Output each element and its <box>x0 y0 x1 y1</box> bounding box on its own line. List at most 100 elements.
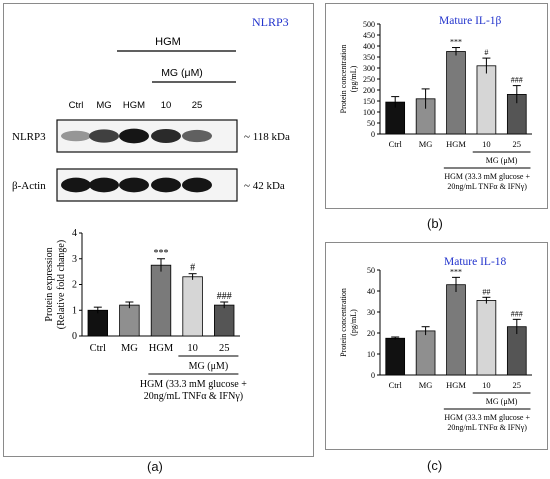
y-tick-label: 30 <box>367 308 375 317</box>
panel-a-caption: (a) <box>147 459 163 474</box>
y-tick-label: 450 <box>363 31 375 40</box>
bar <box>446 51 466 135</box>
hgm-footnote: HGM (33.3 mM glucose + <box>444 413 530 422</box>
mg-header: MG (μM) <box>161 67 203 79</box>
y-tick-label: 3 <box>72 254 77 265</box>
bar <box>385 337 406 376</box>
y-tick-label: 100 <box>363 108 375 117</box>
x-tick-label: Ctrl <box>389 380 403 390</box>
blot-row-label: β-Actin <box>12 180 46 192</box>
panel-c: Mature IL-18 0 10 20 30 40 50 Protein concentra… <box>325 242 548 450</box>
y-tick-label: 50 <box>367 266 375 275</box>
chart-title: Mature IL-1β <box>439 15 502 27</box>
x-tick-label: 25 <box>219 343 230 354</box>
x-tick-label: 10 <box>482 380 491 390</box>
blot-band <box>89 177 119 193</box>
blot-title: NLRP3 <box>252 15 289 29</box>
blot-band <box>151 177 181 193</box>
y-tick-label: 300 <box>363 64 375 73</box>
significance-mark: *** <box>450 38 462 47</box>
il18-chart: Mature IL-18 0 10 20 30 40 50 Protein concentra… <box>339 256 532 432</box>
hgm-footnote: HGM (33.3 mM glucose + <box>444 172 530 181</box>
blot-size-label: ~ 118 kDa <box>244 131 290 143</box>
y-tick-label: 1 <box>72 305 77 316</box>
hgm-footnote: HGM (33.3 mM glucose + <box>140 379 247 390</box>
hgm-footnote: 20ng/mL TNFα & IFNγ) <box>447 182 527 191</box>
x-tick-label: 10 <box>187 343 198 354</box>
panel-b: Mature IL-1β 0 50 100 150 200 250 300 350 400 450 5… <box>325 3 548 209</box>
x-tick-label: HGM <box>446 380 466 390</box>
y-axis-label: (pg/mL) <box>349 65 358 92</box>
lane-label: 10 <box>161 100 172 111</box>
x-tick-label: HGM <box>446 139 466 149</box>
x-tick-label: MG <box>121 343 138 354</box>
blot-band <box>119 128 149 144</box>
significance-mark: # <box>484 48 488 57</box>
mg-group-label: MG (μM) <box>189 361 229 372</box>
hgm-footnote: 20ng/mL TNFα & IFNγ) <box>144 391 243 402</box>
y-tick-label: 0 <box>371 130 375 139</box>
panel-c-caption: (c) <box>427 458 443 473</box>
il1b-chart: Mature IL-1β 0 50 100 150 200 250 300 350 400 450 5… <box>339 15 532 191</box>
bar <box>446 284 466 376</box>
panel-b-caption: (b) <box>427 216 443 231</box>
chart-title: Mature IL-18 <box>444 256 507 268</box>
blot-band <box>119 177 149 193</box>
x-tick-label: Ctrl <box>389 139 403 149</box>
y-axis-label: (pg/mL) <box>349 309 358 336</box>
blot-row-label: NLRP3 <box>12 131 46 143</box>
bar <box>214 304 235 337</box>
significance-mark: ### <box>511 309 523 318</box>
significance-mark: ## <box>482 287 490 296</box>
y-axis-label: Protein concentration <box>339 288 348 357</box>
blot-figure: NLRP3 HGM MG (μM) Ctrl MG HGM 10 25 NLRP3 ~ 118 k… <box>12 15 290 202</box>
y-tick-label: 200 <box>363 86 375 95</box>
x-tick-label: 25 <box>513 380 522 390</box>
x-tick-label: Ctrl <box>90 343 106 354</box>
mg-group-label: MG (μM) <box>486 397 518 406</box>
x-tick-label: MG <box>419 380 433 390</box>
y-axis-label: Protein expression <box>44 247 55 321</box>
blot-band <box>182 177 212 193</box>
significance-mark: # <box>190 263 195 274</box>
y-tick-label: 10 <box>367 350 375 359</box>
y-tick-label: 4 <box>72 228 77 239</box>
bar <box>415 330 436 376</box>
y-tick-label: 50 <box>367 119 375 128</box>
bar <box>87 309 108 337</box>
bar <box>476 65 497 135</box>
lane-label: MG <box>96 100 111 111</box>
hgm-header: HGM <box>155 36 181 48</box>
y-tick-label: 0 <box>371 371 375 380</box>
blot-band <box>61 177 91 193</box>
bar <box>150 264 172 337</box>
blot-band <box>61 130 91 142</box>
x-tick-label: 25 <box>513 139 522 149</box>
hgm-footnote: 20ng/mL TNFα & IFNγ) <box>447 423 527 432</box>
y-axis-label: (Relative fold change) <box>56 240 67 329</box>
significance-mark: ### <box>511 76 523 85</box>
panel-a: NLRP3 HGM MG (μM) Ctrl MG HGM 10 25 NLRP3 ~ 118 k… <box>3 3 314 457</box>
x-tick-label: 10 <box>482 139 491 149</box>
lane-label: Ctrl <box>69 100 84 111</box>
significance-mark: *** <box>450 267 462 276</box>
y-axis-label: Protein concentration <box>339 45 348 114</box>
blot-size-label: ~ 42 kDa <box>244 180 285 192</box>
y-tick-label: 250 <box>363 75 375 84</box>
y-tick-label: 500 <box>363 20 375 29</box>
bar <box>182 276 203 337</box>
lane-label: HGM <box>123 100 145 111</box>
y-tick-label: 400 <box>363 42 375 51</box>
bar <box>476 300 497 376</box>
nlrp3-chart: 0 1 2 3 4 Protein expression (Relative fold ch… <box>44 228 247 402</box>
significance-mark: ### <box>217 291 232 302</box>
blot-band <box>89 129 119 143</box>
y-tick-label: 350 <box>363 53 375 62</box>
y-tick-label: 20 <box>367 329 375 338</box>
mg-group-label: MG (μM) <box>486 156 518 165</box>
blot-band <box>151 129 181 143</box>
y-tick-label: 150 <box>363 97 375 106</box>
lane-label: 25 <box>192 100 203 111</box>
significance-mark: *** <box>154 248 169 259</box>
y-tick-label: 40 <box>367 287 375 296</box>
